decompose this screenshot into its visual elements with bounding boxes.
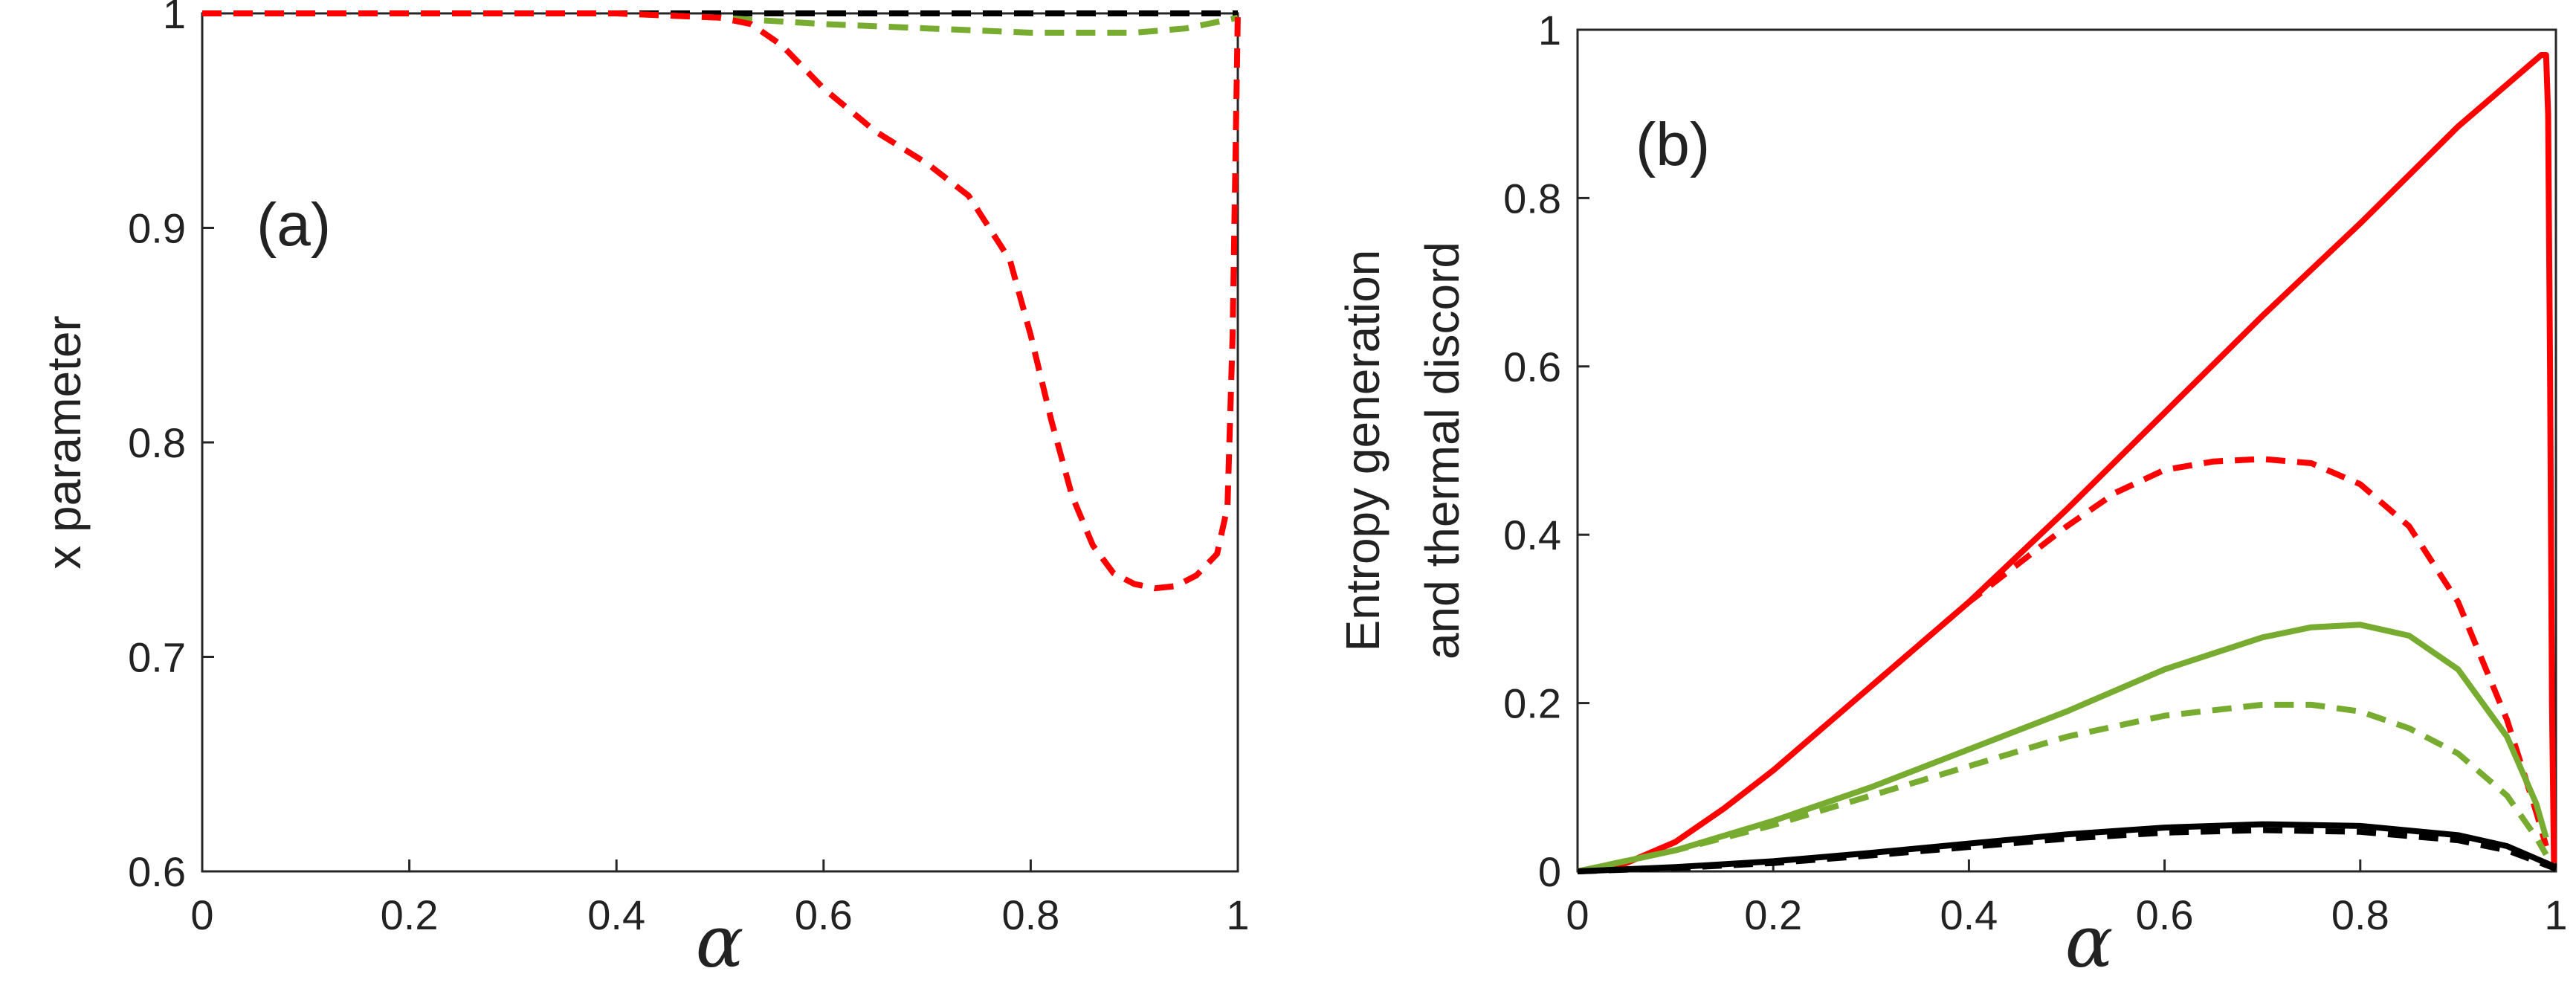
x-tick-label-a: 0.8: [1001, 891, 1059, 938]
x-axis-label-a: α: [696, 900, 744, 984]
x-tick-label-a: 0: [190, 891, 213, 938]
x-tick-label-a: 0.6: [795, 891, 853, 938]
axes-frame-b: [1576, 28, 2557, 873]
panel-b: 0 0.2 0.4 0.6 0.8 1 0 0.2 0.4 0.6 0.8 1 (b) α Entropy …: [1336, 7, 2568, 984]
series-line-a-red-dashed: [202, 10, 1241, 592]
y-tick-label-b: 0.4: [1503, 512, 1561, 558]
y-tick-label-b: 0.6: [1503, 343, 1561, 390]
series-line-b-green-dashed: [1577, 701, 2549, 874]
series-line-b-black-dashed: [1577, 827, 2557, 874]
y-axis-label-line-b: and thermal discord: [1415, 242, 1469, 659]
x-tick-label-a: 0.4: [587, 891, 645, 938]
axes-frame-a: [201, 12, 1239, 873]
y-tick-label-a: 0.8: [128, 419, 186, 466]
panel-label-b: (b): [1636, 111, 1710, 178]
x-tick-label-a: 0.2: [381, 891, 439, 938]
x-tick-label-b: 0: [1566, 891, 1589, 938]
x-tick-label-b: 0.4: [1940, 891, 1998, 938]
x-tick-label-b: 1: [2544, 891, 2567, 938]
y-axis-label-a: x parameter: [37, 315, 91, 569]
series-line-b-red-dashed: [1869, 456, 2549, 848]
x-tick-label-a: 1: [1226, 891, 1249, 938]
x-tick-label-b: 0.2: [1744, 891, 1802, 938]
y-tick-label-a: 1: [163, 0, 186, 37]
panel-label-a: (a): [256, 191, 331, 259]
y-tick-label-a: 0.7: [128, 634, 186, 681]
y-tick-label-a: 0.9: [128, 205, 186, 252]
x-axis-label-b: α: [2065, 900, 2114, 984]
x-tick-label-b: 0.6: [2136, 891, 2194, 938]
series-line-b-black-solid: [1577, 821, 2557, 874]
y-tick-label-b: 0.2: [1503, 680, 1561, 727]
series-line-b-red-solid: [1577, 52, 2557, 874]
y-axis-label-line-b: Entropy generation: [1336, 250, 1389, 652]
y-tick-label-b: 0: [1538, 848, 1561, 895]
panel-a: 0 0.2 0.4 0.6 0.8 1 0.6 0.7 0.8 0.9 1 (a) α x paramet…: [37, 0, 1250, 984]
x-tick-label-b: 0.8: [2331, 891, 2389, 938]
series-line-a-green-dashed: [202, 10, 1239, 36]
y-tick-label-b: 1: [1538, 7, 1561, 54]
series-line-b-green-solid: [1577, 622, 2549, 874]
y-tick-label-a: 0.6: [128, 848, 186, 895]
y-tick-label-b: 0.8: [1503, 175, 1561, 222]
